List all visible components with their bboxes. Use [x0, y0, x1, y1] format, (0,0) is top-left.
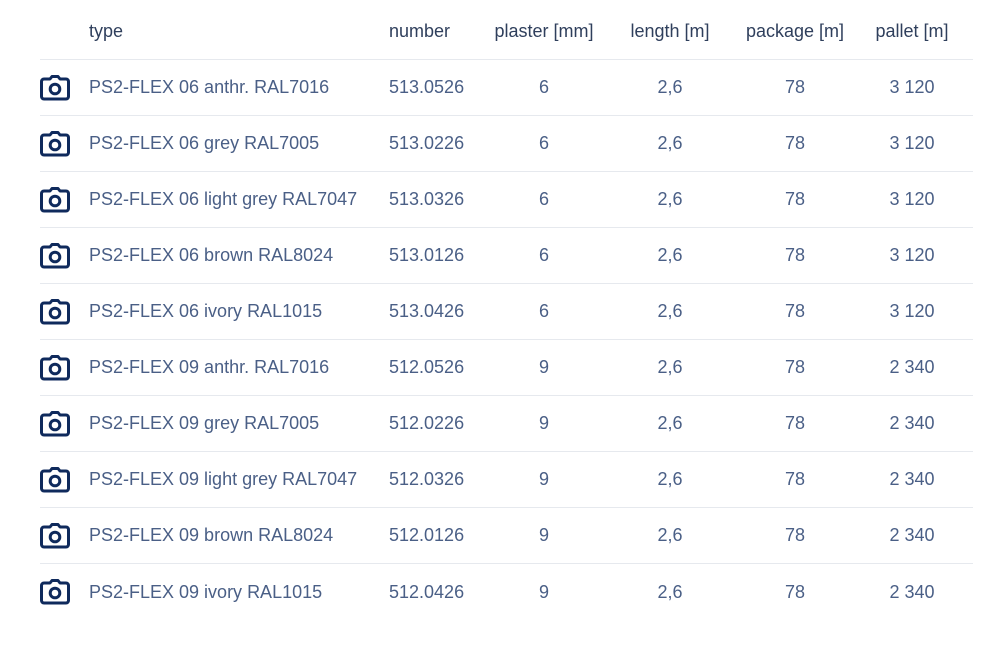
cell-pallet: 3 120: [889, 301, 935, 321]
cell-type: PS2-FLEX 06 brown RAL8024: [89, 245, 334, 265]
cell-length: 2,6: [657, 525, 683, 545]
cell-number: 512.0426: [389, 581, 465, 602]
cell-package: 78: [784, 245, 806, 265]
table-row: PS2-FLEX 09 anthr. RAL7016 512.0526 9 2,6 78…: [40, 340, 973, 396]
cell-number: 512.0126: [389, 525, 465, 545]
table-row: PS2-FLEX 09 light grey RAL7047 512.0326 9 2…: [40, 452, 973, 508]
cell-number: 513.0326: [389, 189, 465, 209]
cell-pallet: 2 340: [889, 581, 935, 602]
cell-length: 2,6: [657, 245, 683, 265]
cell-package: 78: [784, 525, 806, 545]
cell-pallet: 2 340: [889, 525, 935, 545]
cell-length: 2,6: [657, 581, 683, 602]
cell-pallet: 2 340: [889, 357, 935, 377]
cell-number: 513.0426: [389, 301, 465, 321]
camera-icon[interactable]: [40, 242, 70, 269]
camera-icon[interactable]: [40, 130, 70, 157]
cell-type: PS2-FLEX 06 grey RAL7005: [89, 133, 320, 153]
cell-plaster: 9: [538, 357, 549, 377]
cell-type: PS2-FLEX 06 anthr. RAL7016: [89, 77, 330, 97]
camera-icon[interactable]: [40, 466, 70, 493]
cell-length: 2,6: [657, 413, 683, 433]
row-icon-cell: [40, 298, 89, 325]
camera-icon[interactable]: [40, 186, 70, 213]
cell-package: 78: [784, 581, 806, 602]
row-icon-cell: [40, 466, 89, 493]
row-icon-cell: [40, 74, 89, 101]
cell-package: 78: [784, 77, 806, 97]
cell-pallet: 3 120: [889, 189, 935, 209]
row-icon-cell: [40, 242, 89, 269]
cell-number: 512.0526: [389, 357, 465, 377]
cell-plaster: 9: [538, 469, 549, 489]
cell-type: PS2-FLEX 09 brown RAL8024: [89, 525, 334, 545]
cell-plaster: 9: [538, 581, 549, 602]
cell-length: 2,6: [657, 133, 683, 153]
table-row: PS2-FLEX 06 brown RAL8024 513.0126 6 2,6 78 3…: [40, 228, 973, 284]
header-plaster: plaster [mm]: [494, 21, 594, 41]
cell-plaster: 6: [538, 77, 549, 97]
camera-icon[interactable]: [40, 579, 70, 605]
table-row: PS2-FLEX 06 anthr. RAL7016 513.0526 6 2,6 78…: [40, 60, 973, 116]
cell-number: 513.0526: [389, 77, 465, 97]
cell-number: 513.0226: [389, 133, 465, 153]
cell-type: PS2-FLEX 09 anthr. RAL7016: [89, 357, 330, 377]
table-row: PS2-FLEX 09 grey RAL7005 512.0226 9 2,6 78 2 …: [40, 396, 973, 452]
header-number: number: [389, 21, 451, 41]
camera-icon[interactable]: [40, 522, 70, 549]
cell-length: 2,6: [657, 77, 683, 97]
cell-pallet: 3 120: [889, 133, 935, 153]
cell-package: 78: [784, 413, 806, 433]
table-body: PS2-FLEX 06 anthr. RAL7016 513.0526 6 2,6 78…: [40, 60, 973, 620]
cell-pallet: 3 120: [889, 245, 935, 265]
cell-package: 78: [784, 357, 806, 377]
camera-icon[interactable]: [40, 354, 70, 381]
cell-number: 512.0226: [389, 413, 465, 433]
cell-length: 2,6: [657, 469, 683, 489]
table-row: PS2-FLEX 09 ivory RAL1015 512.0426 9 2,6 78 2…: [40, 564, 973, 620]
cell-type: PS2-FLEX 09 grey RAL7005: [89, 413, 320, 433]
row-icon-cell: [40, 579, 89, 605]
camera-icon[interactable]: [40, 74, 70, 101]
cell-length: 2,6: [657, 189, 683, 209]
cell-plaster: 6: [538, 133, 549, 153]
table-row: PS2-FLEX 06 ivory RAL1015 513.0426 6 2,6 78 3…: [40, 284, 973, 340]
cell-plaster: 9: [538, 525, 549, 545]
cell-plaster: 6: [538, 245, 549, 265]
cell-pallet: 3 120: [889, 77, 935, 97]
cell-type: PS2-FLEX 09 ivory RAL1015: [89, 581, 323, 602]
row-icon-cell: [40, 130, 89, 157]
header-package: package [m]: [745, 21, 845, 41]
row-icon-cell: [40, 410, 89, 437]
header-pallet: pallet [m]: [875, 21, 949, 41]
row-icon-cell: [40, 186, 89, 213]
cell-package: 78: [784, 469, 806, 489]
camera-icon[interactable]: [40, 298, 70, 325]
table-row: PS2-FLEX 06 light grey RAL7047 513.0326 6 2…: [40, 172, 973, 228]
cell-type: PS2-FLEX 06 light grey RAL7047: [89, 189, 358, 209]
cell-type: PS2-FLEX 06 ivory RAL1015: [89, 301, 323, 321]
cell-number: 513.0126: [389, 245, 465, 265]
row-icon-cell: [40, 354, 89, 381]
cell-plaster: 6: [538, 301, 549, 321]
cell-plaster: 9: [538, 413, 549, 433]
table-header-row: type number plaster [mm] length [m] pack…: [40, 4, 973, 60]
camera-icon[interactable]: [40, 410, 70, 437]
table-row: PS2-FLEX 06 grey RAL7005 513.0226 6 2,6 78 3 …: [40, 116, 973, 172]
row-icon-cell: [40, 522, 89, 549]
cell-number: 512.0326: [389, 469, 465, 489]
table-row: PS2-FLEX 09 brown RAL8024 512.0126 9 2,6 78 2…: [40, 508, 973, 564]
header-type: type: [89, 21, 124, 41]
header-length: length [m]: [630, 21, 710, 41]
cell-package: 78: [784, 189, 806, 209]
cell-plaster: 6: [538, 189, 549, 209]
product-table: type number plaster [mm] length [m] pack…: [40, 4, 973, 620]
cell-package: 78: [784, 301, 806, 321]
cell-package: 78: [784, 133, 806, 153]
cell-pallet: 2 340: [889, 469, 935, 489]
cell-pallet: 2 340: [889, 413, 935, 433]
cell-type: PS2-FLEX 09 light grey RAL7047: [89, 469, 358, 489]
cell-length: 2,6: [657, 357, 683, 377]
cell-length: 2,6: [657, 301, 683, 321]
